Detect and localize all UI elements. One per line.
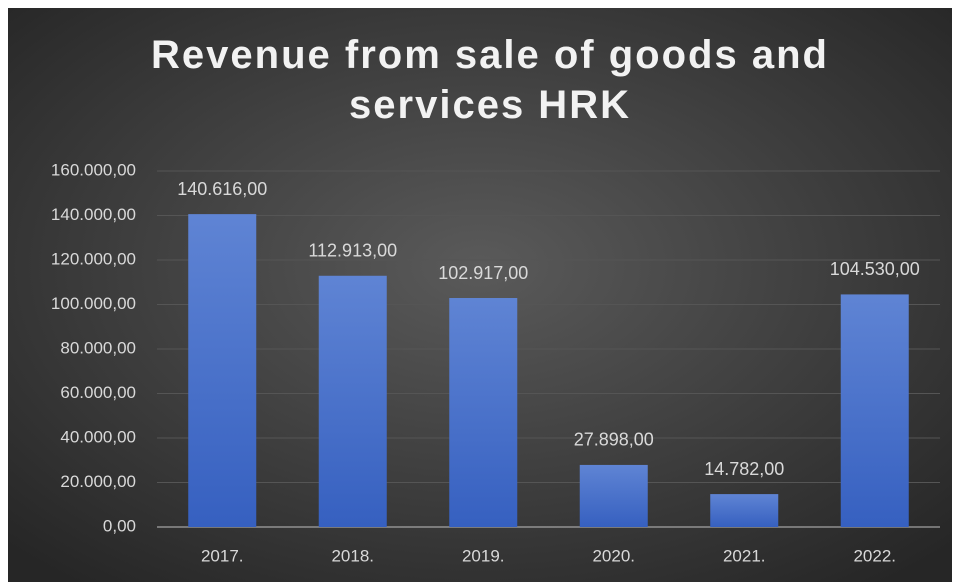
y-tick-label: 120.000,00 [51,249,136,268]
x-tick-label: 2017. [201,546,244,565]
bar [840,294,909,527]
y-tick-label: 140.000,00 [51,205,136,224]
value-label: 14.782,00 [704,459,784,479]
x-tick-label: 2022. [853,546,896,565]
y-tick-label: 20.000,00 [60,472,136,491]
bar [318,275,387,527]
value-label: 102.917,00 [438,263,528,283]
value-label: 104.530,00 [830,259,920,279]
y-tick-label: 100.000,00 [51,294,136,313]
x-tick-label: 2021. [723,546,766,565]
bar [449,298,518,527]
chart-title: Revenue from sale of goods and services … [151,33,829,127]
value-label: 140.616,00 [177,179,267,199]
y-tick-label: 0,00 [103,516,136,535]
x-tick-label: 2019. [462,546,505,565]
y-tick-label: 40.000,00 [60,427,136,446]
bar [579,464,648,527]
value-label: 27.898,00 [574,430,654,450]
y-tick-label: 160.000,00 [51,160,136,179]
y-tick-label: 60.000,00 [60,383,136,402]
x-tick-label: 2018. [331,546,374,565]
y-tick-label: 80.000,00 [60,338,136,357]
x-tick-label: 2020. [592,546,635,565]
bar [188,214,257,527]
value-label: 112.913,00 [308,241,397,261]
bar [710,494,779,527]
